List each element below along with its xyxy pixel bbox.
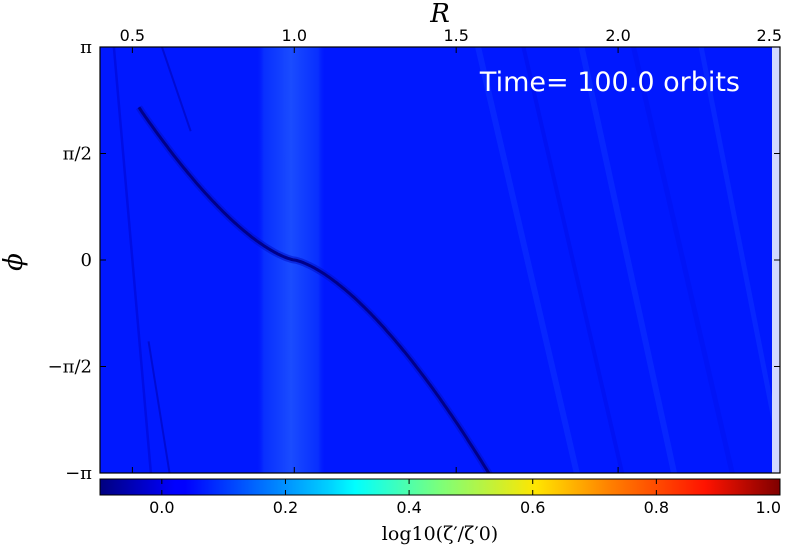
y-axis: π π/2 0 −π/2 −π — [48, 37, 780, 484]
time-annotation: Time= 100.0 orbits — [479, 67, 740, 98]
colorbar-tick-label: 1.0 — [756, 498, 781, 517]
density-streak — [160, 47, 192, 132]
colorbar-tick-label: 0.6 — [520, 498, 545, 517]
colorbar-tick-label: 0.0 — [149, 498, 174, 517]
density-streak — [475, 47, 580, 473]
x-tick-label: 2.0 — [605, 26, 630, 45]
y-tick-label: π/2 — [63, 144, 92, 165]
y-tick-label: −π/2 — [48, 357, 92, 378]
density-streak — [578, 47, 678, 473]
planet-location — [0, 0, 34, 18]
heatmap-background — [100, 47, 780, 473]
density-streak — [521, 47, 625, 473]
x-tick-label: 0.5 — [120, 26, 145, 45]
colorbar — [99, 478, 781, 496]
x-axis-title: R — [429, 0, 450, 29]
x-tick-label: 2.5 — [757, 26, 782, 45]
y-tick-label: π — [80, 37, 92, 58]
x-tick-label: 1.5 — [443, 26, 468, 45]
colorbar-ticks: 0.0 0.2 0.4 0.6 0.8 1.0 — [149, 479, 781, 517]
y-tick-label: 0 — [81, 250, 92, 271]
colorbar-tick-label: 0.4 — [396, 498, 421, 517]
density-streak — [698, 47, 780, 464]
x-axis: 0.5 1.0 1.5 2.0 2.5 — [120, 26, 782, 473]
y-axis-title: ϕ — [0, 253, 29, 271]
colorbar-tick-label: 0.8 — [644, 498, 669, 517]
colorbar-tick-label: 0.2 — [273, 498, 298, 517]
density-streak — [112, 47, 153, 473]
density-streak — [147, 341, 171, 473]
x-tick-label: 1.0 — [282, 26, 307, 45]
density-streak — [630, 47, 735, 473]
y-tick-label: −π — [65, 463, 92, 484]
heatmap — [0, 0, 780, 473]
colorbar-label: log10(ζ′/ζ′0) — [382, 523, 498, 545]
spiral-arm-wake — [137, 106, 491, 473]
